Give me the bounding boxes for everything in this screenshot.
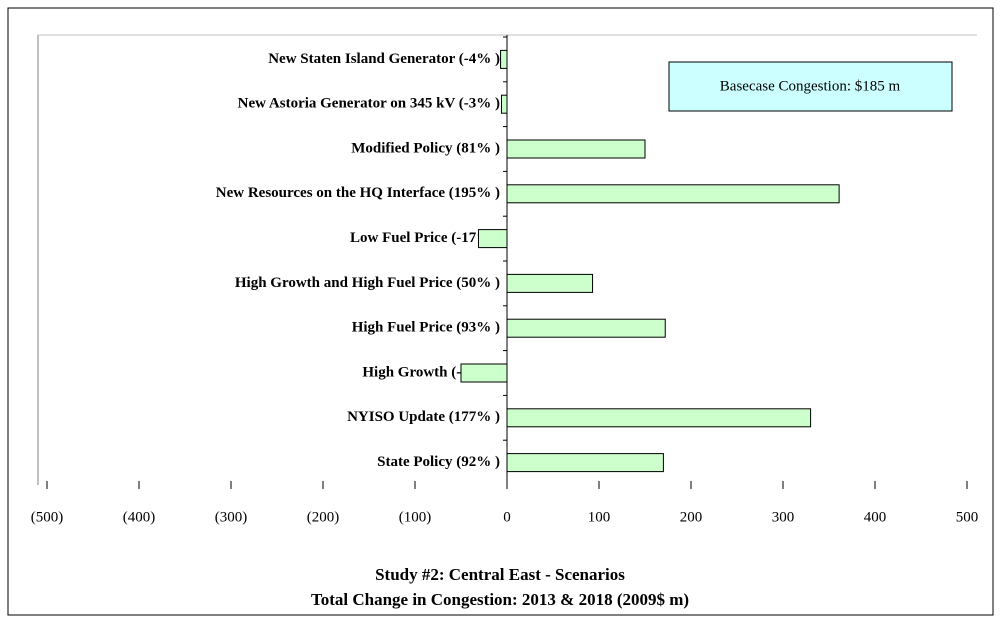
category-label: New Resources on the HQ Interface (195% …	[216, 185, 500, 201]
category-label: High Growth and High Fuel Price (50% )	[235, 275, 500, 291]
annotation-box	[668, 61, 953, 112]
x-tick-label: 400	[864, 509, 887, 525]
category-label: Low Fuel Price (-17% )	[350, 230, 500, 246]
x-tick-label: 100	[588, 509, 611, 525]
chart-subtitle: Total Change in Congestion: 2013 & 2018 …	[311, 590, 689, 609]
bar	[506, 273, 594, 293]
x-tick-label: (300)	[215, 509, 248, 525]
x-tick-label: 200	[680, 509, 703, 525]
x-tick-label: (400)	[123, 509, 156, 525]
x-tick-label: (100)	[399, 509, 432, 525]
bar	[500, 94, 508, 114]
category-label: New Staten Island Generator (-4% )	[268, 51, 500, 67]
category-label: New Astoria Generator on 345 kV (-3% )	[238, 96, 500, 112]
bar	[500, 49, 508, 69]
category-label: Modified Policy (81% )	[351, 140, 500, 156]
bar	[506, 184, 840, 204]
bar	[460, 363, 508, 383]
x-tick-label: (200)	[307, 509, 340, 525]
x-tick-label: 500	[956, 509, 979, 525]
category-label: NYISO Update (177% )	[347, 409, 500, 425]
bar	[477, 229, 508, 249]
annotation: Basecase Congestion: $185 m	[720, 78, 901, 94]
category-label: State Policy (92% )	[377, 454, 500, 470]
category-label: High Fuel Price (93% )	[352, 320, 500, 336]
bar	[506, 318, 666, 338]
bar	[506, 453, 664, 473]
x-tick-label: 0	[503, 509, 511, 525]
x-tick-label: (500)	[31, 509, 64, 525]
bar	[506, 408, 812, 428]
chart-title: Study #2: Central East - Scenarios	[375, 565, 625, 584]
bar	[506, 139, 646, 159]
x-tick-label: 300	[772, 509, 795, 525]
